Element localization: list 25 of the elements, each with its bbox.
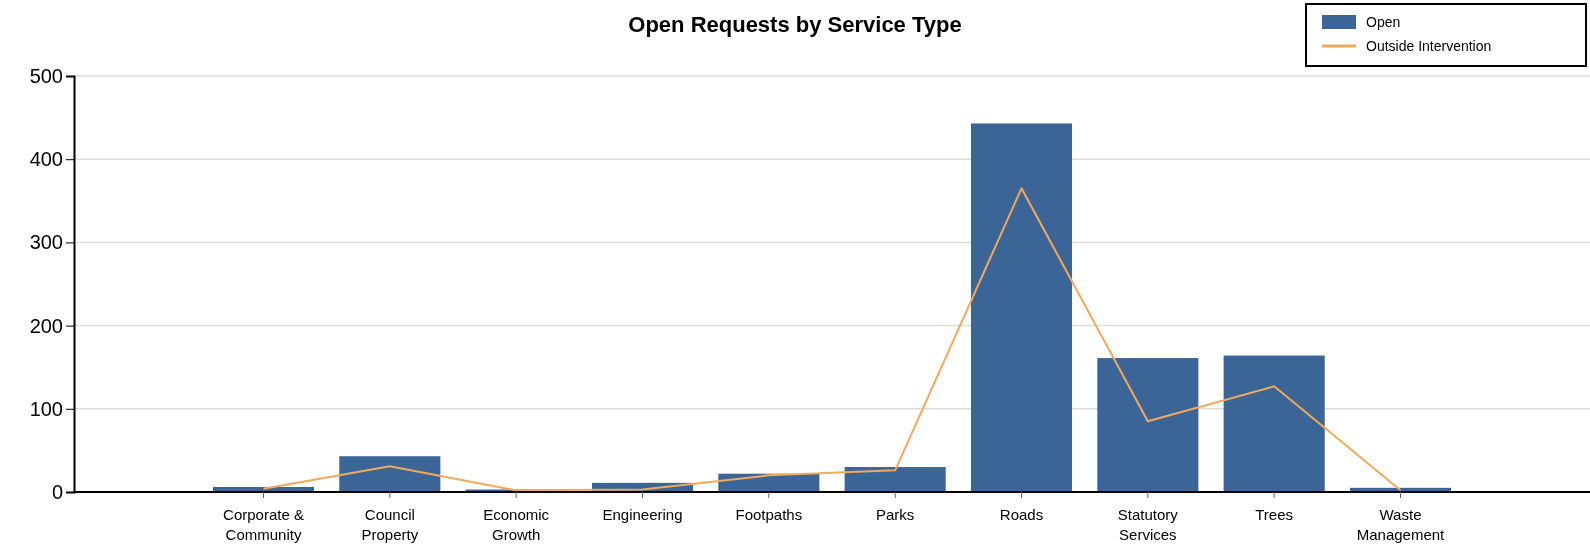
legend-label: Outside Intervention xyxy=(1366,38,1492,54)
y-tick-label: 300 xyxy=(29,231,63,254)
x-tick-label: Statutory Services xyxy=(1117,506,1179,543)
chart-title: Open Requests by Service Type xyxy=(628,12,962,37)
x-tick-label: Waste Management xyxy=(1356,506,1446,543)
x-tick-label: Engineering xyxy=(602,506,683,523)
bar xyxy=(844,467,946,492)
x-tick-label: Parks xyxy=(875,506,915,523)
bar xyxy=(1097,358,1199,492)
bar xyxy=(970,123,1073,492)
bar xyxy=(1223,355,1325,492)
x-tick-label: Trees xyxy=(1255,506,1294,523)
x-tick-label: Economic Growth xyxy=(483,506,550,543)
y-tick-label: 200 xyxy=(29,314,63,337)
y-tick-label: 500 xyxy=(29,64,63,87)
legend-label: Open xyxy=(1366,14,1401,30)
line-series xyxy=(262,187,1402,492)
y-tick-label: 400 xyxy=(29,148,63,171)
y-tick-label: 0 xyxy=(51,480,63,503)
bar xyxy=(339,456,441,492)
x-tick-label: Footpaths xyxy=(735,506,803,523)
x-tick-label: Roads xyxy=(999,506,1044,523)
x-tick-label: Corporate & Community xyxy=(223,506,304,543)
y-tick-label: 100 xyxy=(29,397,63,420)
x-tick-label: Council Property xyxy=(361,506,419,543)
